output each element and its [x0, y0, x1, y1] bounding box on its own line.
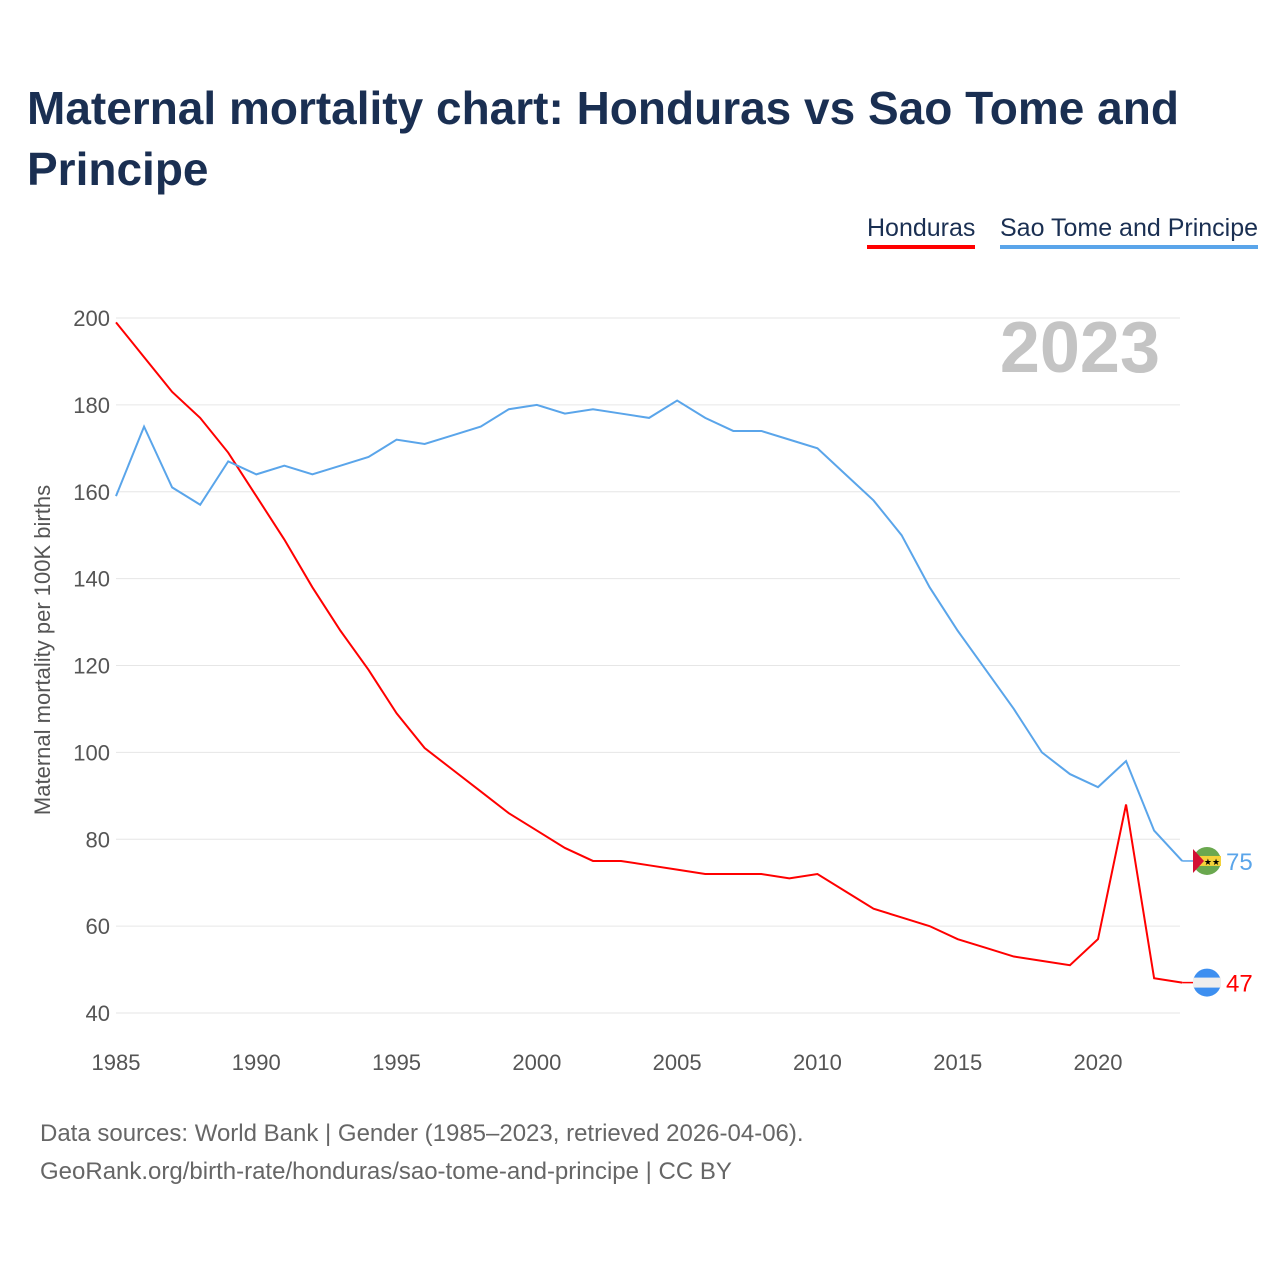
x-tick-label: 1990: [232, 1050, 281, 1075]
series-line-sao-tome: [115, 399, 1183, 862]
flag-stripe: [1193, 855, 1221, 866]
y-tick-label: 60: [86, 914, 110, 939]
x-tick-label: 2000: [512, 1050, 561, 1075]
y-tick-label: 100: [73, 740, 110, 765]
x-tick-label: 1995: [372, 1050, 421, 1075]
y-tick-label: 120: [73, 654, 110, 679]
chart-title: Maternal mortality chart: Honduras vs Sa…: [27, 82, 1179, 195]
series-line-honduras: [115, 321, 1183, 984]
y-tick-label: 200: [73, 306, 110, 331]
y-tick-label: 180: [73, 393, 110, 418]
footer-url[interactable]: GeoRank.org/birth-rate/honduras/sao-tome…: [40, 1158, 732, 1185]
y-axis-label: Maternal mortality per 100K births: [30, 485, 55, 815]
y-tick-label: 80: [86, 827, 110, 852]
y-tick-label: 160: [73, 480, 110, 505]
end-value-label: 75: [1226, 849, 1253, 876]
y-tick-label: 140: [73, 567, 110, 592]
x-tick-label: 1985: [92, 1050, 141, 1075]
x-tick-label: 2010: [793, 1050, 842, 1075]
x-tick-label: 2020: [1074, 1050, 1123, 1075]
legend-sao-tome[interactable]: Sao Tome and Principe: [1000, 214, 1259, 249]
x-tick-label: 2015: [933, 1050, 982, 1075]
flag-stars: ★★: [1204, 857, 1220, 867]
end-value-label: 47: [1226, 971, 1253, 998]
x-tick-label: 2005: [653, 1050, 702, 1075]
flag-stripe: [1193, 977, 1221, 988]
y-tick-label: 40: [86, 1001, 110, 1026]
year-label: 2023: [1000, 308, 1160, 388]
flag-triangle: [1193, 848, 1204, 873]
legend-honduras[interactable]: Honduras: [867, 214, 976, 249]
footer-sources: Data sources: World Bank | Gender (1985–…: [40, 1120, 804, 1147]
